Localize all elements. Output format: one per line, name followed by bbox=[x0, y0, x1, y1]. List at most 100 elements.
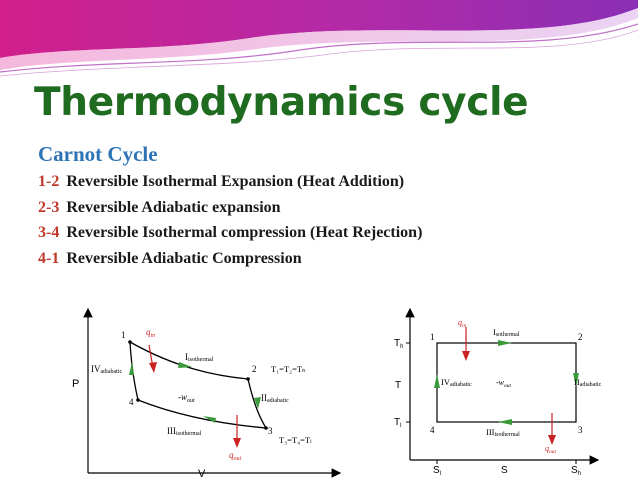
ts-w-out-sub: out bbox=[504, 383, 512, 389]
ts-ad-left: IV bbox=[441, 377, 451, 387]
pv-q-out-label: q bbox=[229, 450, 234, 460]
ts-point-1: 1 bbox=[430, 332, 435, 342]
ts-iso-top-sub: sothermal bbox=[496, 332, 520, 338]
pv-point-1: 1 bbox=[121, 330, 126, 340]
pv-curve-isothermal-compression bbox=[137, 399, 267, 429]
ts-y-high-sub: h bbox=[400, 344, 403, 350]
pv-arrow-1-2 bbox=[178, 362, 192, 368]
svg-text:Tl: Tl bbox=[394, 417, 401, 429]
ts-arrow-4-1 bbox=[434, 374, 440, 388]
ts-iso-bottom-sub: isothermal bbox=[495, 432, 521, 438]
ts-arrow-q-out bbox=[548, 435, 556, 445]
svg-text:Sl: Sl bbox=[433, 465, 441, 477]
ts-x-right: S bbox=[571, 465, 578, 476]
ts-ad-left-sub: adiabatic bbox=[450, 382, 472, 388]
ts-x-axis-label: S bbox=[501, 465, 508, 476]
svg-text:qin: qin bbox=[458, 318, 467, 329]
ts-q-out-sub: out bbox=[549, 449, 557, 455]
svg-text:IIadiabatic: IIadiabatic bbox=[261, 393, 289, 404]
ts-y-low: T bbox=[394, 417, 400, 428]
ts-q-in-sub: in bbox=[462, 323, 467, 329]
ts-iso-top: I bbox=[493, 327, 496, 337]
pv-y-axis-label: P bbox=[72, 378, 79, 390]
pv-iso-top-sub: isothermal bbox=[188, 357, 214, 363]
process-step: 1-2 Reversible Isothermal Expansion (Heat… bbox=[38, 173, 422, 199]
pv-temp-low: T₃=T₄=Tₗ bbox=[279, 435, 312, 445]
ts-y-high: T bbox=[394, 338, 400, 349]
pv-ad-left: IV bbox=[91, 364, 101, 374]
pv-ad-right-sub: adiabatic bbox=[267, 398, 289, 404]
svg-text:qout: qout bbox=[229, 450, 242, 462]
ts-arrow-q-in bbox=[462, 351, 470, 361]
svg-text:Iisothermal: Iisothermal bbox=[185, 352, 214, 363]
step-text: Reversible Adiabatic expansion bbox=[66, 198, 281, 216]
step-number: 3-4 bbox=[38, 224, 60, 241]
header-banner bbox=[0, 0, 638, 77]
ts-x-left: S bbox=[433, 465, 440, 476]
ts-x-right-sub: h bbox=[578, 471, 581, 477]
pv-temp-high: T₁=T₂=Tₕ bbox=[271, 364, 306, 374]
pv-iso-top: I bbox=[185, 352, 188, 362]
slide-subtitle: Carnot Cycle bbox=[38, 142, 158, 166]
svg-text:-wout: -wout bbox=[178, 392, 195, 404]
ts-arrow-1-2 bbox=[498, 340, 512, 346]
process-step: 4-1 Reversible Adiabatic Compression bbox=[38, 250, 422, 276]
pv-iso-bottom: III bbox=[167, 426, 176, 436]
svg-text:IIIisothermal: IIIisothermal bbox=[167, 426, 202, 437]
svg-text:Th: Th bbox=[394, 338, 403, 350]
pv-point-4: 4 bbox=[129, 397, 134, 407]
ts-point-4: 4 bbox=[430, 425, 435, 435]
process-step: 2-3 Reversible Adiabatic expansion bbox=[38, 199, 422, 225]
ts-arrow-3-4 bbox=[498, 419, 512, 425]
pv-x-axis-label: V bbox=[198, 468, 206, 478]
pv-ad-right: II bbox=[261, 393, 267, 403]
pv-q-in-sub: in bbox=[151, 333, 156, 339]
pv-point-2: 2 bbox=[252, 364, 257, 374]
ts-ad-right-sub: adiabatic bbox=[580, 382, 602, 388]
pv-ad-left-sub: adiabatic bbox=[101, 369, 123, 375]
banner-wave-light bbox=[0, 8, 638, 70]
ts-x-left-sub: l bbox=[440, 471, 441, 477]
pv-q-in-label: q bbox=[146, 327, 151, 337]
pv-arrow-3-4 bbox=[203, 416, 216, 423]
pv-w-out-label: -w bbox=[178, 392, 187, 402]
step-text: Reversible Isothermal Expansion (Heat Ad… bbox=[66, 173, 405, 190]
ts-point-2: 2 bbox=[578, 332, 583, 342]
pv-iso-bottom-sub: isothermal bbox=[176, 431, 202, 437]
pv-diagram: P V 1 2 3 4 qin qout -wout Iisothermal I… bbox=[66, 305, 344, 478]
svg-text:-wout: -wout bbox=[496, 378, 512, 389]
ts-point-3: 3 bbox=[578, 425, 583, 435]
ts-arrow-2-3 bbox=[573, 373, 579, 387]
ts-w-out-label: -w bbox=[496, 378, 505, 387]
process-step: 3-4 Reversible Isothermal compression (He… bbox=[38, 224, 422, 250]
step-text: Reversible Isothermal compression (Heat … bbox=[66, 224, 423, 241]
svg-text:IVadiabatic: IVadiabatic bbox=[91, 364, 122, 375]
ts-diagram: Th T Tl Sl S Sh 1 2 3 4 qin qout -wout I… bbox=[386, 305, 602, 478]
step-text: Reversible Adiabatic Compression bbox=[66, 249, 302, 267]
ts-iso-bottom: III bbox=[486, 427, 495, 437]
pv-point-3: 3 bbox=[268, 426, 273, 436]
slide-title: Thermodynamics cycle bbox=[34, 80, 529, 125]
pv-arrow-4-1 bbox=[129, 362, 134, 375]
pv-curve-adiabatic-expansion bbox=[247, 378, 267, 429]
step-number: 1-2 bbox=[38, 173, 60, 190]
svg-text:IVadiabatic: IVadiabatic bbox=[441, 377, 472, 388]
ts-y-axis-label: T bbox=[395, 380, 401, 391]
banner-wave-main bbox=[0, 0, 638, 58]
step-number: 2-3 bbox=[38, 198, 60, 216]
svg-text:Isothermal: Isothermal bbox=[493, 327, 520, 338]
pv-curve-isothermal-expansion bbox=[129, 341, 249, 380]
pv-arrow-q-in bbox=[149, 362, 157, 373]
svg-text:qin: qin bbox=[146, 327, 155, 339]
ts-q-in-label: q bbox=[458, 318, 462, 327]
svg-text:IIIisothermal: IIIisothermal bbox=[486, 427, 520, 438]
svg-text:Sh: Sh bbox=[571, 465, 581, 477]
pv-q-out-sub: out bbox=[234, 456, 242, 462]
ts-q-out-label: q bbox=[545, 444, 549, 453]
svg-text:qout: qout bbox=[545, 444, 557, 455]
pv-arrow-2-3 bbox=[254, 397, 261, 409]
pv-w-out-sub: out bbox=[187, 398, 195, 404]
ts-y-low-sub: l bbox=[400, 423, 401, 429]
ts-ad-right: II bbox=[574, 377, 580, 387]
process-list: 1-2 Reversible Isothermal Expansion (Heat… bbox=[38, 173, 422, 275]
